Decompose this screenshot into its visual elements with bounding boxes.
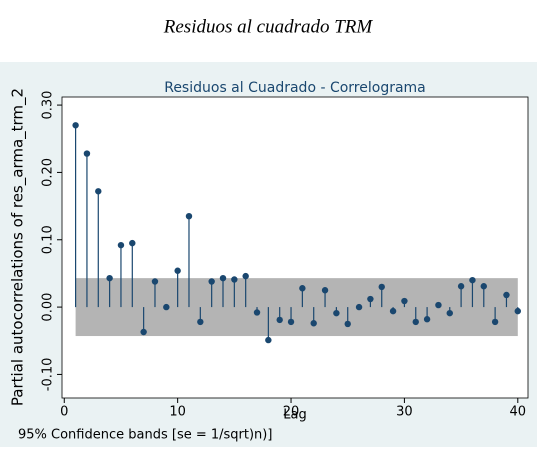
x-tick-label: 30 bbox=[396, 405, 413, 420]
stem-dot bbox=[163, 303, 170, 311]
stem-dot bbox=[287, 318, 295, 326]
stem-dot bbox=[140, 328, 147, 336]
confidence-band bbox=[75, 278, 518, 337]
stem-dot bbox=[219, 274, 227, 282]
stem-dot bbox=[242, 272, 249, 280]
y-tick-label: 0.30 bbox=[41, 91, 56, 120]
stem-dot bbox=[503, 291, 510, 299]
stem-dot bbox=[253, 309, 261, 316]
stem-dot bbox=[446, 309, 453, 317]
stem-dot bbox=[197, 318, 204, 326]
stem-dot bbox=[129, 239, 136, 247]
stem-dot bbox=[435, 301, 442, 309]
stem-dot bbox=[514, 307, 521, 315]
stem-dot bbox=[401, 297, 408, 305]
note: 95% Confidence bands [se = 1/sqrt)n)] bbox=[18, 428, 272, 443]
x-tick-label: 40 bbox=[510, 405, 527, 420]
stem-dot bbox=[231, 276, 238, 283]
stem-dot bbox=[480, 283, 487, 290]
stem-dot bbox=[299, 285, 306, 292]
stem-dot bbox=[95, 188, 102, 195]
stem-dot bbox=[83, 150, 91, 157]
y-tick-label: 0.00 bbox=[41, 293, 56, 322]
x-tick-label: 10 bbox=[169, 405, 186, 420]
stem-dot bbox=[491, 318, 499, 326]
stem-dot bbox=[378, 283, 385, 291]
x-tick-label: 20 bbox=[283, 405, 300, 420]
plot-area bbox=[61, 96, 529, 399]
stem-dot bbox=[367, 295, 374, 303]
stem-dot bbox=[355, 303, 363, 311]
chart-title: Residuos al Cuadrado - Correlograma bbox=[164, 80, 426, 96]
x-axis-label: Lag bbox=[283, 408, 306, 423]
y-axis-label: Partial autocorrelations of res_arma_trm… bbox=[9, 88, 28, 406]
y-tick-label: 0.20 bbox=[41, 158, 56, 187]
stem-dot bbox=[151, 278, 159, 285]
stem-dot bbox=[423, 316, 431, 323]
stem-dot bbox=[389, 307, 397, 315]
stem-dot bbox=[321, 287, 329, 294]
stem-dot bbox=[310, 320, 317, 327]
stem-dot bbox=[457, 283, 465, 290]
y-tick-label: -0.10 bbox=[41, 358, 56, 392]
stem-dot bbox=[412, 318, 419, 326]
stem-dot bbox=[265, 336, 272, 344]
stem-dot bbox=[276, 316, 283, 324]
stem-dot bbox=[117, 241, 125, 249]
stem-dot bbox=[333, 309, 340, 317]
caption: Residuos al cuadrado TRM bbox=[163, 16, 374, 37]
y-tick-label: 0.10 bbox=[41, 225, 56, 254]
stem-dot bbox=[208, 278, 215, 285]
stem-dot bbox=[469, 276, 476, 284]
stem-dot bbox=[72, 122, 79, 129]
stem-dot bbox=[106, 274, 113, 282]
x-tick-label: 0 bbox=[60, 405, 68, 420]
stem-dot bbox=[185, 212, 193, 220]
stem-dot bbox=[344, 320, 351, 328]
stem-dot bbox=[174, 267, 181, 274]
